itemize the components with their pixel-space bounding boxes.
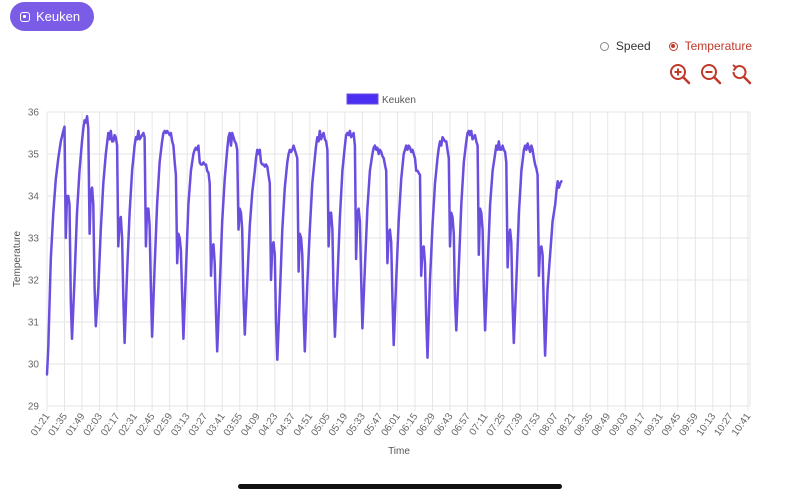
radio-speed-dot[interactable] [599,41,609,51]
y-tick-label: 30 [28,360,40,371]
device-icon [20,11,30,22]
x-tick-label: 06:57 [450,411,474,438]
y-tick-label: 29 [28,402,40,413]
x-tick-label: 10:41 [730,411,754,438]
legend-swatch[interactable] [346,93,379,105]
zoom-out-icon[interactable] [700,63,722,85]
temperature-chart: 29 30 31 32 33 34 35 36 01:2101:3501:4902:0302:… [12,93,754,457]
home-indicator [238,484,562,489]
y-tick-label: 36 [28,108,40,119]
y-axis-title: Temperature [12,230,23,287]
chart-grid [46,111,751,411]
device-button-label: Keuken [36,9,81,24]
radio-temperature[interactable]: Temperature [668,39,752,53]
radio-temperature-dot[interactable] [668,41,678,51]
x-axis-ticks: 01:2101:3501:4902:0302:1702:3102:4502:59… [29,411,754,438]
y-tick-label: 34 [28,192,40,203]
y-tick-label: 31 [28,318,40,329]
metric-selector: Speed Temperature [582,39,752,53]
zoom-in-icon[interactable] [669,63,691,85]
y-tick-label: 35 [28,150,40,161]
zoom-reset-icon[interactable] [730,63,752,85]
series-line-keuken [45,114,563,376]
device-button[interactable]: Keuken [10,2,95,31]
radio-speed[interactable]: Speed [599,39,651,53]
y-axis-ticks: 29 30 31 32 33 34 35 36 [28,108,40,413]
x-axis-title: Time [388,446,410,457]
y-tick-label: 33 [28,234,40,245]
y-tick-label: 32 [28,276,40,287]
legend-label[interactable]: Keuken [382,95,416,106]
radio-temperature-label[interactable]: Temperature [684,39,752,53]
radio-speed-label[interactable]: Speed [615,39,651,53]
